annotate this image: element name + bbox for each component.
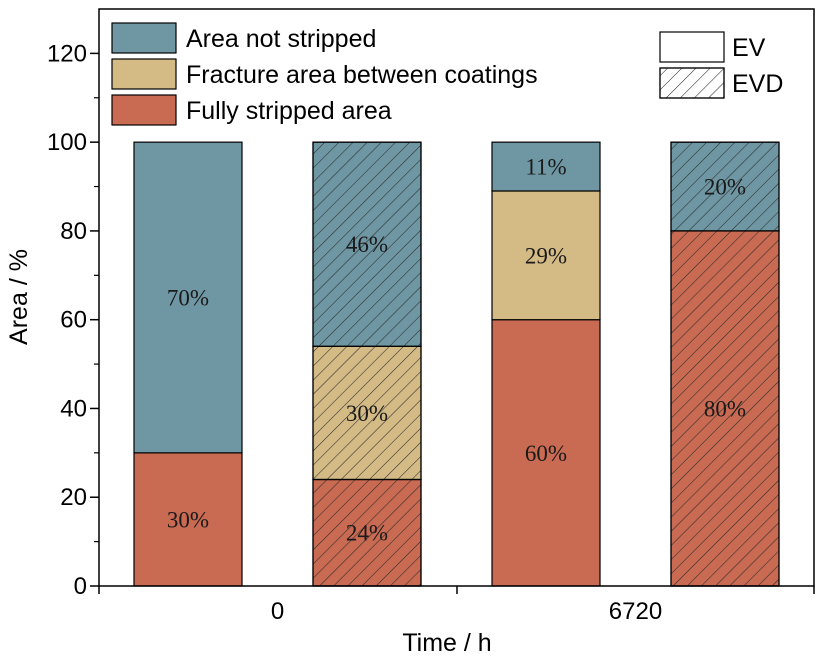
bar-segment [491,141,601,192]
x-axis-title: Time / h [402,629,491,657]
data-label: 20% [704,175,746,200]
bar-segment-hatch [312,141,422,347]
data-label: 30% [167,507,209,532]
legend-label: Fracture area between coatings [186,61,538,89]
legend-label: Fully stripped area [186,97,392,125]
data-label: 46% [346,232,388,257]
data-label: 30% [346,401,388,426]
data-label: 70% [167,286,209,311]
bar-segment [491,190,601,321]
bar-segment [133,141,243,454]
legend-label: Area not stripped [186,25,376,53]
bar-segment-hatch [312,345,422,481]
y-tick-label: 80 [60,218,87,245]
data-label: 29% [525,243,567,268]
y-tick-label: 20 [60,484,87,511]
legend-swatch [111,58,177,90]
x-tick-label: 0 [271,598,284,625]
y-tick-label: 120 [47,40,87,67]
legend-swatch [111,94,177,126]
bar-segment [133,452,243,587]
bar-segment-hatch [670,230,780,587]
legend-style-hatch [659,67,725,99]
legend-swatch [111,22,177,54]
data-label: 24% [346,521,388,546]
y-axis-title: Area / % [5,249,33,345]
data-label: 11% [525,155,566,180]
y-tick-label: 0 [74,573,87,600]
data-label: 60% [525,441,567,466]
bar-segment-hatch [312,478,422,587]
legend-style-label: EVD [732,70,783,98]
y-tick-label: 40 [60,395,87,422]
y-tick-label: 60 [60,307,87,334]
data-label: 80% [704,396,746,421]
legend-style-label: EV [732,34,766,62]
x-tick-label: 6720 [609,598,662,625]
bar-segment-hatch [670,141,780,232]
y-tick-label: 100 [47,129,87,156]
legend-style-swatch [659,31,725,63]
